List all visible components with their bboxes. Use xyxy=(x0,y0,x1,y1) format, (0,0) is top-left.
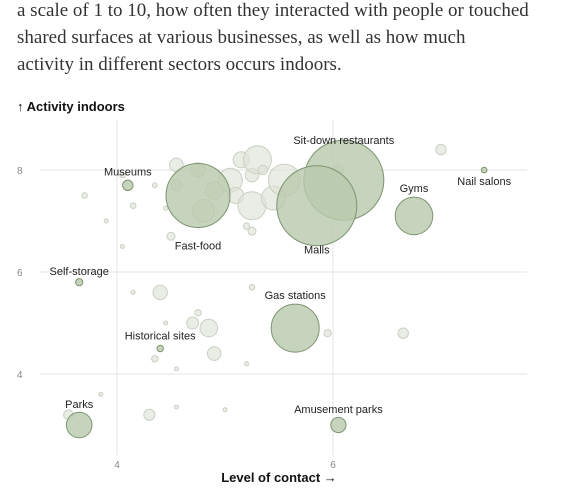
x-tick-label: 4 xyxy=(114,460,120,471)
bubble-label: Fast-food xyxy=(175,241,221,253)
bubble-museums[interactable] xyxy=(122,179,134,192)
article-intro: a scale of 1 to 10, how often they inter… xyxy=(17,0,557,78)
bubble-label: Gas stations xyxy=(265,290,327,302)
background-bubble xyxy=(242,222,251,230)
background-bubble xyxy=(103,218,109,224)
background-bubble xyxy=(151,355,159,363)
background-bubble xyxy=(98,391,104,397)
bubble-gyms[interactable] xyxy=(394,196,434,236)
bubble-label: Parks xyxy=(65,399,94,411)
background-bubble xyxy=(199,318,219,338)
intro-line: shared surfaces at various businesses, a… xyxy=(17,27,466,48)
bubble-historical-sites[interactable] xyxy=(156,344,164,353)
x-axis-label: Level of contact → xyxy=(221,470,337,485)
background-bubble xyxy=(129,202,137,209)
background-bubble xyxy=(143,408,156,421)
background-bubble xyxy=(206,346,222,361)
grid: 4 6 8 4 6 xyxy=(17,120,527,471)
background-bubble xyxy=(119,171,126,179)
bubble-nail-salons[interactable] xyxy=(480,166,488,174)
background-bubble xyxy=(194,309,202,317)
bubble-label: Historical sites xyxy=(125,331,196,343)
bubble-label: Museums xyxy=(104,166,152,178)
background-bubble xyxy=(247,226,257,236)
background-bubble xyxy=(257,164,269,176)
bubble-label: Self-storage xyxy=(50,266,109,278)
background-bubble xyxy=(119,244,125,249)
bubble-label: Malls xyxy=(304,245,330,257)
y-tick-label: 6 xyxy=(17,268,23,279)
background-bubble xyxy=(152,284,168,301)
y-tick-label: 4 xyxy=(17,370,23,381)
y-axis-label: ↑ Activity indoors xyxy=(17,99,125,114)
bubble-amusement-parks[interactable] xyxy=(330,416,347,434)
bubble-label: Sit-down restaurants xyxy=(293,135,394,147)
background-bubble xyxy=(163,205,169,211)
background-bubble xyxy=(151,182,158,189)
bubble-fast-food[interactable] xyxy=(165,163,231,228)
background-bubble xyxy=(248,284,256,291)
background-bubble xyxy=(173,404,179,410)
bubble-label: Gyms xyxy=(400,183,429,195)
background-bubble xyxy=(323,329,332,338)
bubble-label: Amusement parks xyxy=(294,404,383,416)
background-bubble xyxy=(186,316,200,330)
intro-line: activity in different sectors occurs ind… xyxy=(17,54,342,75)
background-bubble xyxy=(244,361,250,367)
bubble-labels: Sit-down restaurants Malls Fast-food Gyms Na… xyxy=(50,135,512,416)
background-bubbles xyxy=(63,143,447,421)
background-bubble xyxy=(222,407,228,413)
bubble-self-storage[interactable] xyxy=(75,278,84,287)
x-tick-label: 6 xyxy=(330,460,336,471)
bubble-label: Nail salons xyxy=(457,176,511,188)
background-bubble xyxy=(166,231,176,241)
labeled-bubbles xyxy=(65,139,488,439)
background-bubble xyxy=(130,289,136,295)
intro-line: a scale of 1 to 10, how often they inter… xyxy=(17,0,529,21)
bubble-parks[interactable] xyxy=(65,411,93,439)
background-bubble xyxy=(435,143,447,156)
bubble-malls[interactable] xyxy=(276,165,358,247)
background-bubble xyxy=(81,192,88,199)
background-bubble xyxy=(163,320,169,326)
bubble-gas-stations[interactable] xyxy=(270,303,320,353)
background-bubble xyxy=(397,327,409,339)
background-bubble xyxy=(173,366,179,372)
y-tick-label: 8 xyxy=(17,166,23,177)
